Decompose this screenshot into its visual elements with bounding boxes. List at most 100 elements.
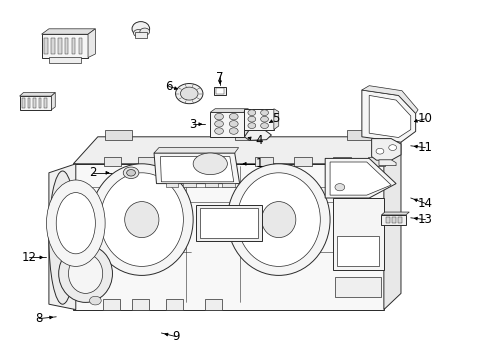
Bar (166, 183, 178, 187)
Ellipse shape (133, 30, 143, 37)
Text: 11: 11 (417, 141, 432, 154)
Bar (334, 277, 381, 297)
Text: 6: 6 (164, 80, 172, 93)
Ellipse shape (237, 173, 320, 266)
Ellipse shape (261, 202, 295, 238)
Ellipse shape (132, 22, 149, 36)
Bar (205, 299, 222, 310)
Polygon shape (51, 93, 55, 110)
Bar (105, 130, 132, 140)
Polygon shape (154, 148, 238, 153)
Polygon shape (244, 130, 271, 140)
Bar (58, 38, 61, 54)
Bar (44, 98, 47, 108)
Polygon shape (273, 109, 278, 130)
Ellipse shape (247, 116, 255, 122)
Bar (244, 109, 273, 130)
Bar (397, 217, 401, 223)
Bar (391, 217, 395, 223)
Bar (183, 183, 195, 187)
Bar (33, 98, 36, 108)
Ellipse shape (175, 84, 203, 104)
Ellipse shape (260, 116, 268, 122)
Bar (210, 112, 243, 137)
Bar (255, 157, 272, 166)
Bar (195, 205, 261, 241)
Bar (65, 38, 68, 54)
Text: 13: 13 (417, 213, 432, 226)
Ellipse shape (229, 128, 238, 134)
Bar (199, 208, 257, 238)
Ellipse shape (227, 164, 329, 275)
Text: 3: 3 (189, 118, 197, 131)
Bar (135, 32, 146, 38)
Polygon shape (73, 137, 400, 164)
Ellipse shape (123, 167, 139, 179)
Ellipse shape (46, 180, 105, 266)
Ellipse shape (247, 110, 255, 116)
Ellipse shape (388, 145, 396, 150)
Bar (49, 57, 81, 63)
Polygon shape (20, 93, 55, 96)
Ellipse shape (59, 245, 112, 302)
Bar (205, 183, 217, 187)
Text: 8: 8 (35, 312, 43, 325)
Ellipse shape (229, 121, 238, 127)
Bar (166, 299, 183, 310)
Text: 5: 5 (272, 112, 280, 125)
Ellipse shape (140, 28, 149, 35)
Bar (102, 299, 120, 310)
Ellipse shape (49, 171, 76, 304)
Ellipse shape (214, 121, 223, 127)
Bar (51, 38, 55, 54)
Ellipse shape (214, 113, 223, 120)
Ellipse shape (124, 202, 159, 238)
Bar (44, 38, 48, 54)
Ellipse shape (260, 123, 268, 129)
Bar (79, 38, 82, 54)
Ellipse shape (375, 148, 383, 154)
Polygon shape (378, 160, 395, 166)
Polygon shape (210, 109, 248, 112)
Bar (216, 157, 233, 166)
Bar (234, 130, 261, 140)
Ellipse shape (56, 193, 95, 254)
Polygon shape (325, 158, 395, 198)
Text: 12: 12 (22, 251, 37, 264)
Bar (138, 157, 155, 166)
Polygon shape (383, 137, 400, 310)
Ellipse shape (68, 254, 102, 293)
Text: 2: 2 (89, 166, 97, 179)
Polygon shape (381, 212, 408, 215)
Bar (386, 217, 389, 223)
Ellipse shape (90, 164, 193, 275)
Bar (132, 299, 149, 310)
Bar (177, 157, 194, 166)
Ellipse shape (180, 87, 198, 100)
Text: 14: 14 (417, 197, 432, 210)
Bar (22, 98, 25, 108)
Ellipse shape (247, 123, 255, 129)
Bar (103, 157, 121, 166)
Polygon shape (160, 157, 233, 182)
Bar (294, 157, 311, 166)
Bar (20, 96, 51, 110)
Ellipse shape (126, 170, 135, 176)
Bar (333, 157, 350, 166)
Text: 4: 4 (255, 134, 263, 147)
Ellipse shape (260, 110, 268, 116)
Polygon shape (76, 140, 400, 166)
Polygon shape (329, 162, 390, 195)
Polygon shape (361, 90, 415, 142)
Bar (367, 157, 385, 166)
Ellipse shape (229, 113, 238, 120)
Bar (332, 198, 383, 270)
Text: 1: 1 (255, 157, 263, 170)
Text: 7: 7 (216, 71, 224, 84)
Ellipse shape (89, 296, 101, 305)
Bar (215, 88, 224, 94)
Ellipse shape (214, 128, 223, 134)
Bar (346, 130, 373, 140)
Bar (72, 38, 75, 54)
Polygon shape (368, 95, 410, 138)
